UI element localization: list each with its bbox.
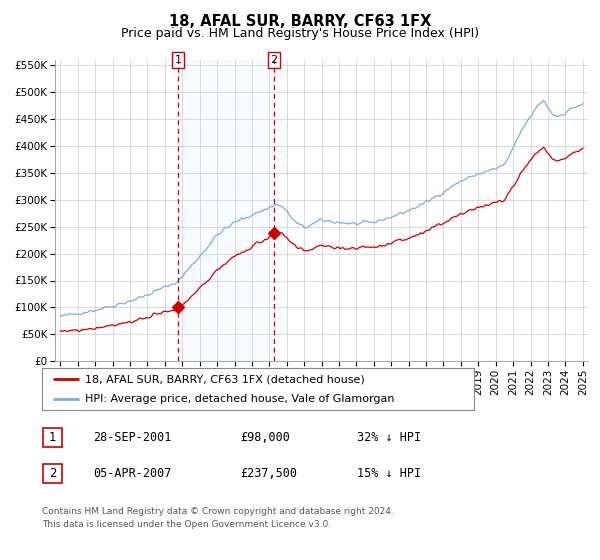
Text: 2: 2 <box>49 466 56 480</box>
Text: Price paid vs. HM Land Registry's House Price Index (HPI): Price paid vs. HM Land Registry's House … <box>121 27 479 40</box>
Text: £98,000: £98,000 <box>240 431 290 445</box>
Text: 1: 1 <box>175 55 181 65</box>
Text: 2: 2 <box>271 55 278 65</box>
Text: £237,500: £237,500 <box>240 466 297 480</box>
Text: 1: 1 <box>49 431 56 445</box>
Text: This data is licensed under the Open Government Licence v3.0.: This data is licensed under the Open Gov… <box>42 520 331 529</box>
Text: 18, AFAL SUR, BARRY, CF63 1FX: 18, AFAL SUR, BARRY, CF63 1FX <box>169 14 431 29</box>
Text: 05-APR-2007: 05-APR-2007 <box>93 466 172 480</box>
Text: Contains HM Land Registry data © Crown copyright and database right 2024.: Contains HM Land Registry data © Crown c… <box>42 507 394 516</box>
Text: 32% ↓ HPI: 32% ↓ HPI <box>357 431 421 445</box>
Text: 15% ↓ HPI: 15% ↓ HPI <box>357 466 421 480</box>
Text: 18, AFAL SUR, BARRY, CF63 1FX (detached house): 18, AFAL SUR, BARRY, CF63 1FX (detached … <box>85 374 365 384</box>
Text: HPI: Average price, detached house, Vale of Glamorgan: HPI: Average price, detached house, Vale… <box>85 394 395 404</box>
Bar <box>178 60 274 361</box>
Text: 28-SEP-2001: 28-SEP-2001 <box>93 431 172 445</box>
